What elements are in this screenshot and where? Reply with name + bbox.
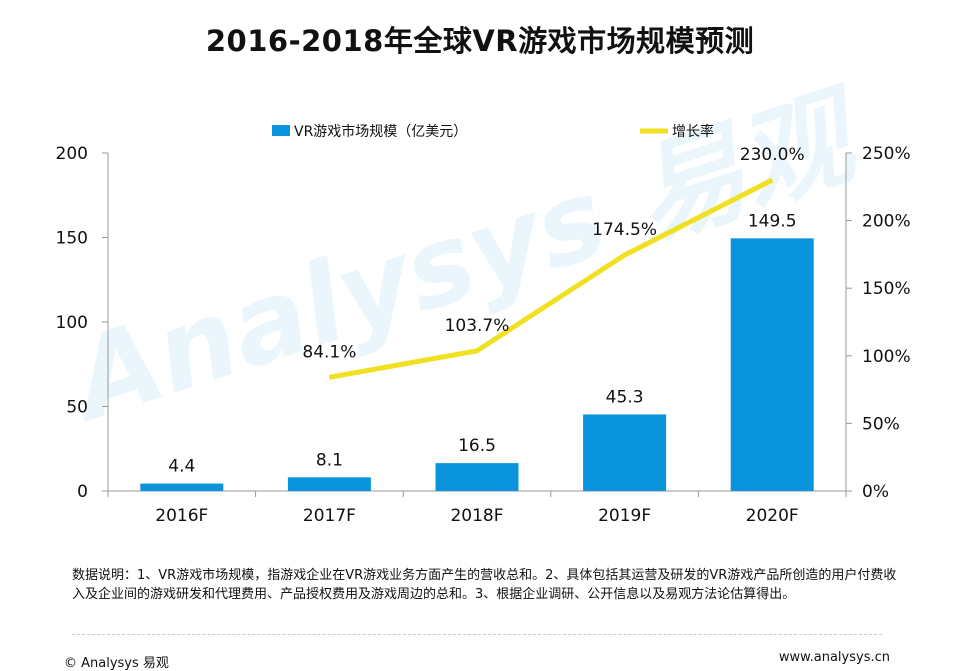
x-tick-label: 2017F	[303, 506, 356, 526]
growth-point	[624, 254, 626, 256]
bar-value-label: 16.5	[458, 436, 496, 456]
left-tick-label: 150	[56, 229, 88, 249]
right-tick-label: 50%	[862, 414, 900, 434]
bar	[730, 238, 814, 491]
growth-point	[771, 179, 773, 181]
legend-bar-swatch	[272, 125, 290, 136]
left-tick-label: 0	[77, 482, 88, 502]
left-tick-label: 50	[66, 398, 88, 418]
line-value-label: 174.5%	[592, 220, 657, 240]
footer-divider	[72, 634, 882, 635]
right-tick-label: 0%	[862, 482, 889, 502]
x-tick-label: 2016F	[155, 506, 208, 526]
chart: Analysys 易观 0501001502000%50%100%150%200…	[51, 69, 911, 526]
left-tick-label: 200	[56, 144, 88, 164]
line-value-label: 103.7%	[445, 316, 510, 336]
bar-value-label: 8.1	[316, 450, 343, 470]
right-tick-label: 100%	[862, 347, 911, 367]
bar-series	[140, 238, 814, 491]
x-tick-label: 2020F	[746, 506, 799, 526]
growth-line	[328, 177, 774, 380]
growth-point	[476, 350, 478, 352]
left-tick-label: 100	[56, 313, 88, 333]
axes: 0 50 100 150 200 0% 50% 100% 150% 200% 250% 2016F 20…	[56, 144, 911, 526]
line-value-label: 230.0%	[740, 145, 805, 165]
x-tick-label: 2019F	[598, 506, 651, 526]
chart-title: 2016-2018年全球VR游戏市场规模预测	[205, 24, 755, 58]
bar	[140, 483, 224, 491]
legend-bar-label: VR游戏市场规模（亿美元）	[294, 123, 467, 140]
bar	[583, 414, 667, 491]
legend-line-label: 增长率	[672, 123, 714, 140]
copyright: © Analysys 易观	[64, 656, 169, 671]
line-series	[328, 177, 774, 380]
line-value-label: 84.1%	[302, 342, 356, 362]
right-tick-label: 250%	[862, 144, 911, 164]
bar	[435, 463, 519, 491]
bar-value-label: 4.4	[168, 457, 195, 477]
website-link[interactable]: www.analysys.cn	[778, 650, 890, 665]
bar	[287, 477, 371, 491]
right-tick-label: 200%	[862, 212, 911, 232]
growth-point	[328, 376, 330, 378]
x-tick-label: 2018F	[450, 506, 503, 526]
bar-value-label: 45.3	[606, 387, 644, 407]
data-labels: 4.4 8.1 16.5 45.3 149.5 84.1% 103.7% 174.5% 230.…	[168, 145, 804, 477]
legend: VR游戏市场规模（亿美元） 增长率	[272, 123, 714, 140]
bar-value-label: 149.5	[748, 211, 797, 231]
data-note: 数据说明：1、VR游戏市场规模，指游戏企业在VR游戏业务方面产生的营收总和。2、…	[72, 568, 897, 602]
right-tick-label: 150%	[862, 279, 911, 299]
